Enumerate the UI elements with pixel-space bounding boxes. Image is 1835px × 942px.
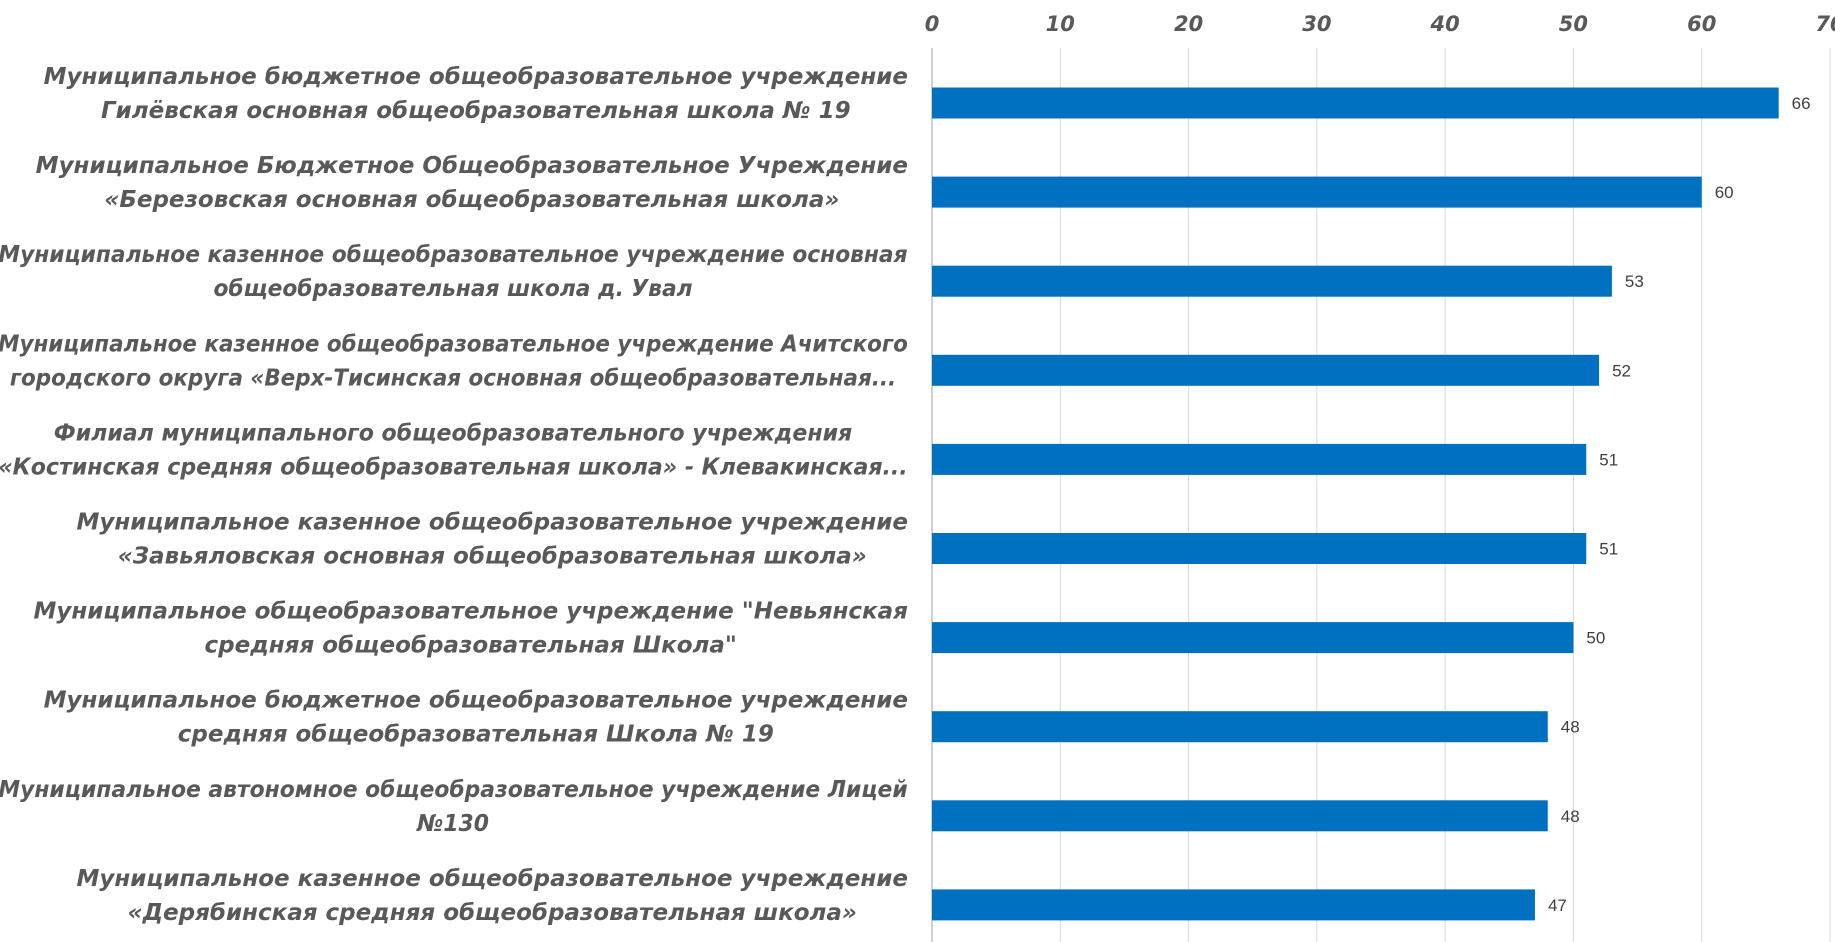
bar [932, 533, 1587, 564]
category-label-line: средняя общеобразовательная Школа № 19 [178, 722, 774, 748]
bar [932, 87, 1779, 119]
data-label: 48 [1561, 807, 1580, 826]
bar [932, 800, 1548, 832]
category-label: Муниципальное бюджетное общеобразователь… [44, 64, 908, 124]
category-label-line: общеобразовательная школа д. Увал [213, 276, 692, 303]
category-label-line: Муниципальное автономное общеобразовател… [0, 776, 908, 803]
bars [932, 87, 1779, 921]
x-tick-label: 60 [1687, 12, 1716, 36]
bar [932, 622, 1574, 654]
category-label-line: «Дерябинская средняя общеобразовательная… [128, 900, 857, 926]
data-label: 52 [1612, 361, 1631, 380]
bar [932, 711, 1548, 743]
category-label-line: Муниципальное бюджетное общеобразователь… [44, 688, 908, 714]
category-label: Муниципальное Бюджетное Общеобразователь… [36, 153, 908, 213]
category-label-line: Муниципальное казенное общеобразовательн… [76, 510, 908, 536]
category-label-line: «Березовская основная общеобразовательна… [104, 187, 839, 213]
x-tick-label: 0 [925, 12, 940, 36]
data-label: 51 [1599, 540, 1618, 559]
bar [932, 354, 1600, 386]
data-label: 47 [1548, 896, 1567, 915]
x-tick-label: 20 [1174, 12, 1203, 36]
data-label: 50 [1586, 629, 1605, 648]
bar [932, 443, 1587, 475]
category-label-line: Муниципальное бюджетное общеобразователь… [44, 64, 908, 90]
category-label: Муниципальное общеобразовательное учрежд… [33, 599, 908, 659]
x-tick-label: 70 [1815, 12, 1835, 36]
category-label: Муниципальное казенное общеобразовательн… [76, 866, 908, 926]
data-label: 51 [1599, 450, 1618, 469]
category-label: Муниципальное казенное общеобразовательн… [76, 510, 908, 570]
data-labels: 66 60 53 52 51 51 50 48 48 47 [1548, 94, 1811, 915]
category-label-line: №130 [416, 810, 489, 837]
category-label-line: Филиал муниципального общеобразовательно… [54, 420, 852, 447]
bar [932, 176, 1702, 208]
bar [932, 889, 1535, 921]
x-tick-label: 50 [1559, 12, 1588, 36]
category-label-line: Муниципальное казенное общеобразовательн… [0, 242, 908, 269]
data-label: 60 [1715, 183, 1734, 202]
data-label: 66 [1792, 94, 1811, 113]
category-label: Муниципальное казенное общеобразовательн… [0, 331, 908, 392]
category-labels: Муниципальное бюджетное общеобразователь… [0, 64, 908, 926]
category-label-line: «Костинская средняя общеобразовательная … [0, 454, 908, 481]
category-label-line: Муниципальное общеобразовательное учрежд… [33, 599, 908, 625]
category-label-line: Муниципальное казенное общеобразовательн… [76, 866, 908, 892]
category-label: Муниципальное бюджетное общеобразователь… [44, 688, 908, 748]
category-label: Филиал муниципального общеобразовательно… [0, 420, 908, 481]
data-label: 48 [1561, 718, 1580, 737]
x-tick-label: 40 [1430, 12, 1460, 36]
x-tick-label: 10 [1046, 12, 1075, 36]
category-label-line: Муниципальное Бюджетное Общеобразователь… [36, 153, 908, 179]
x-tick-label: 30 [1302, 12, 1331, 36]
category-label-line: средняя общеобразовательная Школа" [205, 633, 737, 659]
category-label-line: городского округа «Верх-Тисинская основн… [10, 365, 896, 392]
bar [932, 265, 1612, 297]
category-label-line: Гилёвская основная общеобразовательная ш… [101, 98, 851, 124]
category-label-line: Муниципальное казенное общеобразовательн… [0, 331, 908, 358]
category-label: Муниципальное казенное общеобразовательн… [0, 242, 908, 303]
data-label: 53 [1625, 272, 1644, 291]
category-label-line: «Завьяловская основная общеобразовательн… [118, 544, 867, 570]
x-axis-tick-labels: 0 10 20 30 40 50 60 70 [925, 12, 1835, 36]
category-label: Муниципальное автономное общеобразовател… [0, 776, 908, 837]
